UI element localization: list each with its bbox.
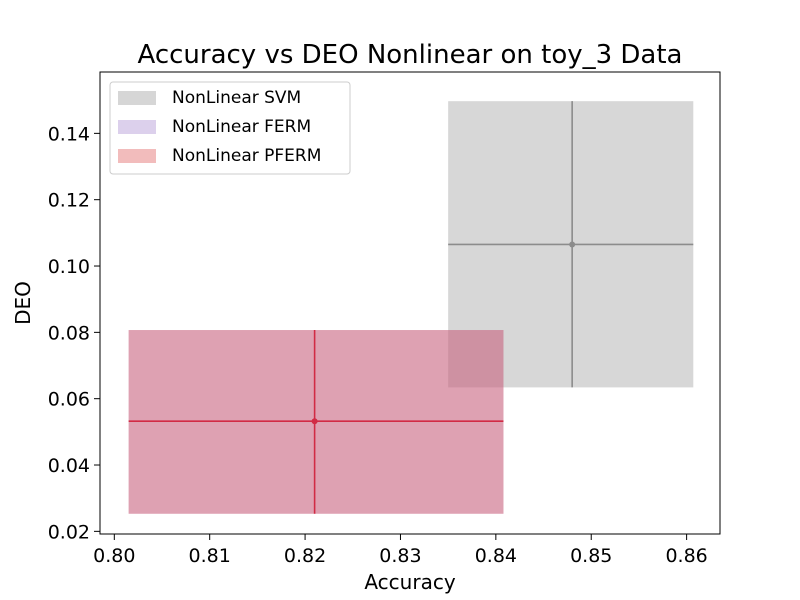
legend-label-nonlinear-svm: NonLinear SVM xyxy=(172,88,301,108)
legend-label-nonlinear-ferm: NonLinear FERM xyxy=(172,117,311,137)
nonlinear-svm-point xyxy=(569,241,576,248)
y-axis-label: DEO xyxy=(11,281,35,325)
legend-swatch-nonlinear-pferm xyxy=(118,149,156,163)
plot-points xyxy=(311,241,576,425)
y-tick-label: 0.02 xyxy=(48,521,90,543)
nonlinear-pferm-point xyxy=(311,418,318,425)
x-axis-ticks: 0.80 0.81 0.82 0.83 0.84 0.85 0.86 xyxy=(93,534,708,567)
legend-entries: NonLinear SVM NonLinear FERM NonLinear PFE… xyxy=(118,88,321,166)
y-tick-label: 0.08 xyxy=(48,322,90,344)
legend-frame xyxy=(109,81,351,175)
y-tick-label: 0.12 xyxy=(48,190,90,212)
x-tick-label: 0.81 xyxy=(189,545,231,567)
y-tick-label: 0.14 xyxy=(48,123,90,145)
legend: NonLinear SVM NonLinear FERM NonLinear PFE… xyxy=(109,81,351,175)
legend-swatch-nonlinear-svm xyxy=(118,91,156,105)
legend-swatch-nonlinear-ferm xyxy=(118,120,156,134)
plot-frame xyxy=(99,71,721,535)
x-tick-label: 0.80 xyxy=(93,545,135,567)
x-tick-label: 0.83 xyxy=(379,545,421,567)
x-tick-label: 0.86 xyxy=(665,545,707,567)
x-axis-label: Accuracy xyxy=(364,570,455,594)
x-tick-label: 0.84 xyxy=(475,545,517,567)
y-tick-label: 0.06 xyxy=(48,389,90,411)
y-axis-ticks: 0.02 0.04 0.06 0.08 0.10 0.12 0.14 xyxy=(48,123,100,543)
y-tick-label: 0.10 xyxy=(48,256,90,278)
x-tick-label: 0.82 xyxy=(284,545,326,567)
y-tick-label: 0.04 xyxy=(48,455,90,477)
legend-label-nonlinear-pferm: NonLinear PFERM xyxy=(172,146,321,166)
x-tick-label: 0.85 xyxy=(570,545,612,567)
chart-title: Accuracy vs DEO Nonlinear on toy_3 Data xyxy=(137,40,682,70)
